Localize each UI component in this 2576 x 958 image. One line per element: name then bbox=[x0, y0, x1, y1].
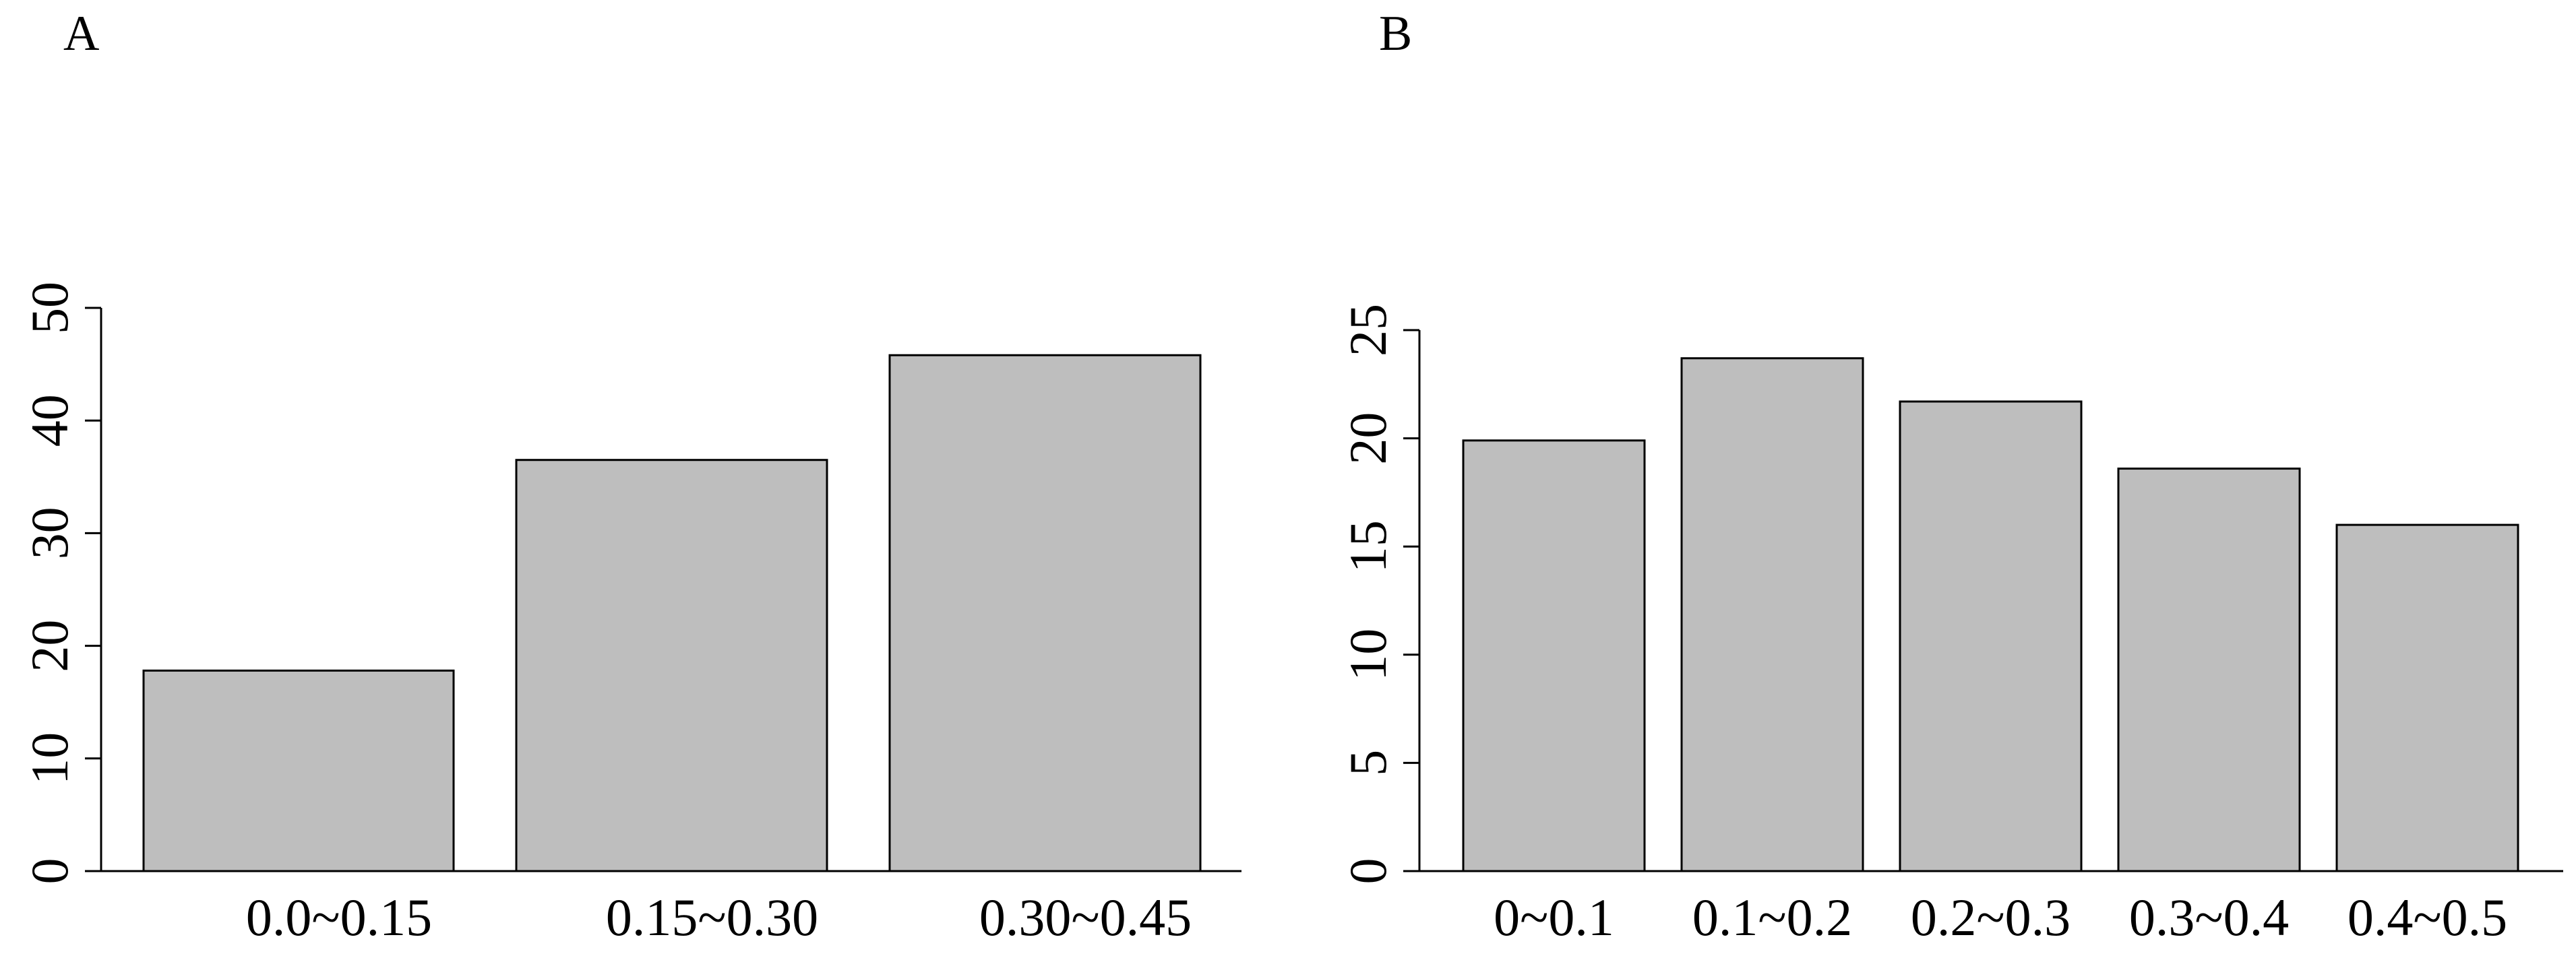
panel-b-y-tick-label-5: 20 bbox=[1339, 412, 1397, 465]
panel-b-bar-3 bbox=[1899, 400, 2083, 872]
panel-a-bar-2 bbox=[515, 459, 828, 872]
panel-a-bar-1 bbox=[142, 669, 455, 872]
panel-b-y-tick-label-4: 15 bbox=[1339, 520, 1397, 573]
panel-b-bar-1 bbox=[1462, 439, 1646, 872]
panel-b-x-tick-label-5: 0.4~0.5 bbox=[2348, 888, 2507, 947]
panel-a-bar-3 bbox=[888, 354, 1202, 872]
panel-b-bar-2 bbox=[1680, 357, 1864, 872]
panel-b-x-tick-label-4: 0.3~0.4 bbox=[2129, 888, 2289, 947]
panel-b-label: B bbox=[1379, 6, 1412, 61]
panel-a-y-tick-label-4: 30 bbox=[20, 507, 79, 559]
panel-b-x-tick-label-2: 0.1~0.2 bbox=[1692, 888, 1852, 947]
panel-a-x-tick-label-1: 0.0~0.15 bbox=[246, 888, 432, 947]
panel-b-x-tick-label-1: 0~0.1 bbox=[1494, 888, 1614, 947]
panel-a-y-tick-label-5: 40 bbox=[20, 394, 79, 447]
panel-a-x-tick-label-3: 0.30~0.45 bbox=[979, 888, 1192, 947]
panel-b-x-tick-label-3: 0.2~0.3 bbox=[1911, 888, 2071, 947]
panel-a-label: A bbox=[63, 6, 99, 61]
panel-a-x-tick-label-2: 0.15~0.30 bbox=[606, 888, 818, 947]
panel-a-y-tick-label-3: 20 bbox=[20, 620, 79, 672]
panel-b-y-tick-label-2: 5 bbox=[1339, 750, 1397, 776]
panel-b-y-tick-label-3: 10 bbox=[1339, 629, 1397, 681]
panel-a-y-tick-label-1: 0 bbox=[20, 858, 79, 885]
panel-b-y-tick-label-6: 25 bbox=[1339, 304, 1397, 356]
panel-a: A 0 10 20 30 40 50 0.0~0.15 0.15~0.30 0.30~0.45 bbox=[20, 6, 1241, 947]
panel-b-y-tick-label-1: 0 bbox=[1339, 858, 1397, 885]
panel-b-bar-4 bbox=[2117, 468, 2301, 872]
panel-a-y-tick-label-6: 50 bbox=[20, 282, 79, 334]
panel-b-bar-5 bbox=[2335, 523, 2519, 872]
panel-a-y-tick-label-2: 10 bbox=[20, 732, 79, 785]
panel-b: B 0 5 10 15 20 25 0~0.1 0.1~0.2 0.2~0.3 0.3~0.4 0.… bbox=[1339, 6, 2563, 947]
